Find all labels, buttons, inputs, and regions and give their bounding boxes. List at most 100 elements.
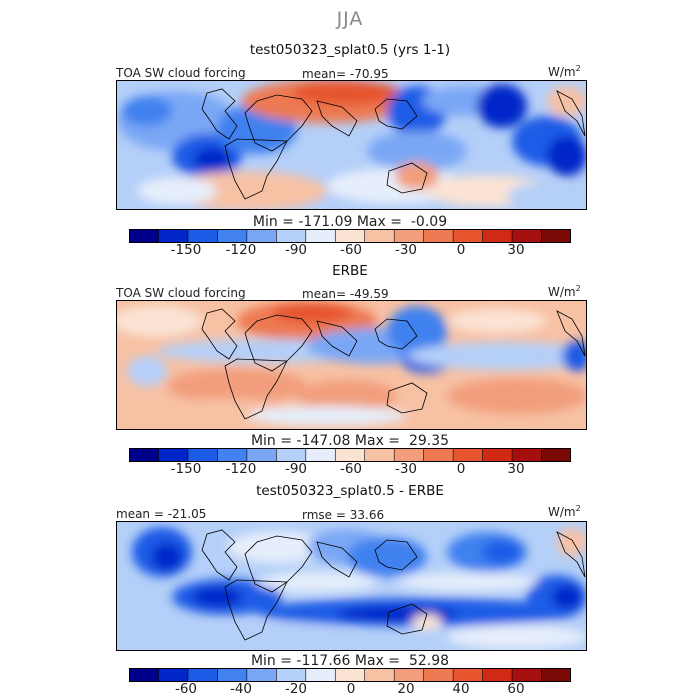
panel2-colorbar-swatch xyxy=(246,448,277,462)
panel3-colorbar-swatch xyxy=(482,668,513,682)
panel1-colorbar-swatch xyxy=(453,229,483,243)
panel3-colorbar-swatch xyxy=(541,668,571,682)
panel3-field xyxy=(132,527,586,649)
panel2-minmax: Min = -147.08 Max = 29.35 xyxy=(250,433,450,449)
panel1-colorbar-swatch xyxy=(129,229,159,243)
panel3-mean-label: mean = -21.05 xyxy=(116,507,207,521)
panel3-colorbar-swatch xyxy=(423,668,454,682)
panel3-colorbar-swatch xyxy=(187,668,218,682)
panel2-tick: -90 xyxy=(284,461,308,477)
panel1-colorbar-swatch xyxy=(217,229,248,243)
panel1-tick: -30 xyxy=(394,242,418,258)
panel1-units-label: W/m2 xyxy=(548,64,581,79)
panel1-colorbar-frame xyxy=(129,229,571,243)
panel3-colorbar-swatch xyxy=(512,668,542,682)
panel3-tick: 40 xyxy=(452,681,470,697)
panel2-colorbar-swatch xyxy=(541,448,571,462)
panel1-colorbar xyxy=(129,229,571,243)
panel1-colorbar-swatch xyxy=(394,229,424,243)
panel1-map xyxy=(116,80,587,210)
panel1-tick: -60 xyxy=(339,242,363,258)
panel2-colorbar-swatch xyxy=(364,448,395,462)
panel3-colorbar-swatch xyxy=(335,668,366,682)
panel1-tick: -150 xyxy=(170,242,202,258)
panel3-tick: -60 xyxy=(174,681,198,697)
panel1-colorbar-swatch xyxy=(541,229,571,243)
panel2-tick: -60 xyxy=(339,461,363,477)
panel3-title: test050323_splat0.5 - ERBE xyxy=(256,483,444,499)
panel1-colorbar-swatch xyxy=(423,229,454,243)
panel2-colorbar-swatch xyxy=(217,448,248,462)
season-title: JJA xyxy=(336,8,364,30)
panel2-coastlines xyxy=(201,308,586,420)
panel2-colorbar xyxy=(129,448,571,462)
panel3-colorbar-swatch xyxy=(246,668,277,682)
panel3-rmse-label: rmse = 33.66 xyxy=(302,508,385,522)
panel3-coastlines xyxy=(201,529,586,641)
panel1-title: test050323_splat0.5 (yrs 1-1) xyxy=(249,42,451,58)
panel3-colorbar-swatch xyxy=(453,668,483,682)
panel2-tick: -120 xyxy=(225,461,257,477)
panel1-field xyxy=(117,81,586,209)
panel1-variable-label: TOA SW cloud forcing xyxy=(116,66,246,80)
panel1-colorbar-swatch xyxy=(246,229,277,243)
panel2-colorbar-swatch xyxy=(187,448,218,462)
panel2-colorbar-frame xyxy=(129,448,571,462)
panel1-colorbar-swatch xyxy=(187,229,218,243)
panel3-colorbar xyxy=(129,668,571,682)
panel1-colorbar-swatch xyxy=(276,229,307,243)
panel2-mean-label: mean= -49.59 xyxy=(302,287,389,301)
panel2-colorbar-swatch xyxy=(482,448,513,462)
panel2-tick: -30 xyxy=(394,461,418,477)
panel2-colorbar-swatch xyxy=(453,448,483,462)
panel3-tick: 60 xyxy=(507,681,525,697)
panel1-tick: 0 xyxy=(456,242,466,258)
panel2-tick: 0 xyxy=(456,461,466,477)
panel2-field xyxy=(117,301,586,426)
panel3-minmax: Min = -117.66 Max = 52.98 xyxy=(250,653,450,669)
panel1-colorbar-swatch xyxy=(512,229,542,243)
panel2-map xyxy=(116,300,587,430)
panel3-tick: -20 xyxy=(284,681,308,697)
panel3-colorbar-swatch xyxy=(394,668,424,682)
panel3-tick: 0 xyxy=(346,681,356,697)
panel3-tick: -40 xyxy=(229,681,253,697)
panel1-tick: -120 xyxy=(225,242,257,258)
panel1-tick: -90 xyxy=(284,242,308,258)
panel3-colorbar-swatch xyxy=(276,668,307,682)
panel3-tick: 20 xyxy=(397,681,415,697)
panel1-colorbar-swatch xyxy=(364,229,395,243)
panel1-colorbar-swatch xyxy=(305,229,336,243)
panel2-colorbar-swatch xyxy=(512,448,542,462)
panel2-colorbar-swatch xyxy=(158,448,189,462)
panel3-colorbar-swatch xyxy=(217,668,248,682)
panel1-colorbar-swatch xyxy=(335,229,366,243)
panel2-colorbar-swatch xyxy=(129,448,159,462)
panel2-units-label: W/m2 xyxy=(548,284,581,299)
panel1-colorbar-ticks: -150 -120 -90 -60 -30 0 30 xyxy=(129,242,571,260)
panel2-colorbar-swatch xyxy=(423,448,454,462)
panel2-colorbar-ticks: -150 -120 -90 -60 -30 0 30 xyxy=(129,461,571,479)
panel2-colorbar-swatch xyxy=(394,448,424,462)
panel3-map xyxy=(116,521,587,651)
panel2-colorbar-swatch xyxy=(305,448,336,462)
panel1-coastlines xyxy=(201,88,586,200)
panel3-colorbar-swatch xyxy=(305,668,336,682)
panel2-tick: -150 xyxy=(170,461,202,477)
panel3-colorbar-frame xyxy=(129,668,571,682)
panel3-colorbar-swatch xyxy=(364,668,395,682)
panel2-colorbar-swatch xyxy=(335,448,366,462)
panel3-colorbar-swatch xyxy=(158,668,189,682)
panel1-minmax: Min = -171.09 Max = -0.09 xyxy=(252,214,448,230)
panel1-colorbar-swatch xyxy=(482,229,513,243)
panel3-colorbar-ticks: -60 -40 -20 0 20 40 60 xyxy=(129,681,571,699)
panel1-mean-label: mean= -70.95 xyxy=(302,67,389,81)
panel2-title: ERBE xyxy=(332,263,368,279)
panel3-units-label: W/m2 xyxy=(548,504,581,519)
panel2-variable-label: TOA SW cloud forcing xyxy=(116,286,246,300)
panel2-colorbar-swatch xyxy=(276,448,307,462)
panel1-tick: 30 xyxy=(507,242,525,258)
panel1-colorbar-swatch xyxy=(158,229,189,243)
panel2-tick: 30 xyxy=(507,461,525,477)
panel3-colorbar-swatch xyxy=(129,668,159,682)
